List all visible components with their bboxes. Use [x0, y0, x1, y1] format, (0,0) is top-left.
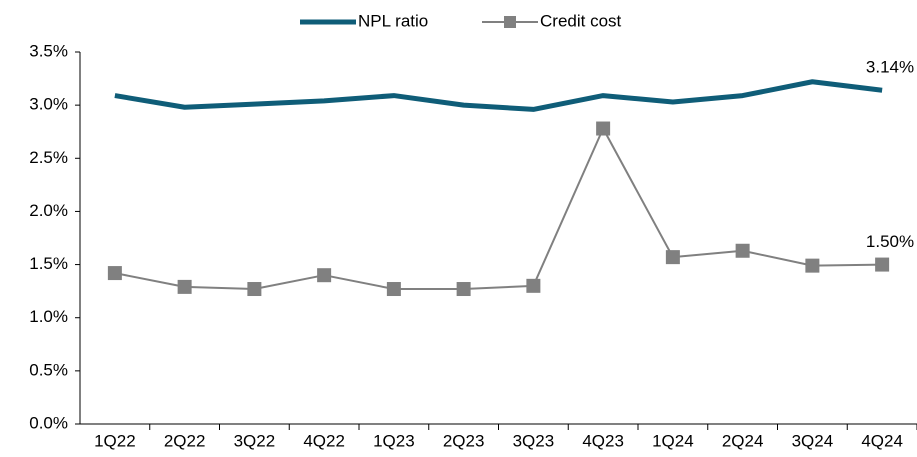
marker [177, 279, 192, 294]
marker [107, 266, 122, 281]
legend-marker [504, 16, 516, 28]
x-tick-label: 4Q22 [303, 431, 345, 450]
marker [735, 243, 750, 258]
x-tick-label: 4Q23 [582, 431, 624, 450]
marker [596, 121, 611, 136]
x-tick-label: 1Q23 [373, 431, 415, 450]
data-label: 3.14% [866, 58, 914, 77]
y-tick-label: 1.5% [29, 254, 68, 273]
y-tick-label: 0.5% [29, 360, 68, 379]
x-tick-label: 3Q24 [792, 431, 834, 450]
x-tick-label: 2Q24 [722, 431, 764, 450]
y-tick-label: 2.0% [29, 201, 68, 220]
data-label: 1.50% [866, 232, 914, 251]
y-tick-label: 1.0% [29, 307, 68, 326]
legend-label: NPL ratio [358, 11, 428, 30]
marker [665, 250, 680, 265]
legend-label: Credit cost [540, 11, 622, 30]
x-tick-label: 2Q22 [164, 431, 206, 450]
marker [805, 258, 820, 273]
marker [386, 282, 401, 297]
y-tick-label: 0.0% [29, 413, 68, 432]
marker [875, 257, 890, 272]
y-tick-label: 3.5% [29, 41, 68, 60]
marker [456, 282, 471, 297]
marker [247, 282, 262, 297]
x-tick-label: 3Q22 [234, 431, 276, 450]
x-tick-label: 2Q23 [443, 431, 485, 450]
series-line [114, 79, 883, 112]
x-tick-label: 3Q23 [513, 431, 555, 450]
series-line [114, 127, 883, 291]
y-tick-label: 2.5% [29, 148, 68, 167]
y-tick-label: 3.0% [29, 95, 68, 114]
marker [317, 268, 332, 283]
x-tick-label: 4Q24 [861, 431, 903, 450]
x-tick-label: 1Q22 [94, 431, 136, 450]
marker [526, 278, 541, 293]
x-tick-label: 1Q24 [652, 431, 694, 450]
